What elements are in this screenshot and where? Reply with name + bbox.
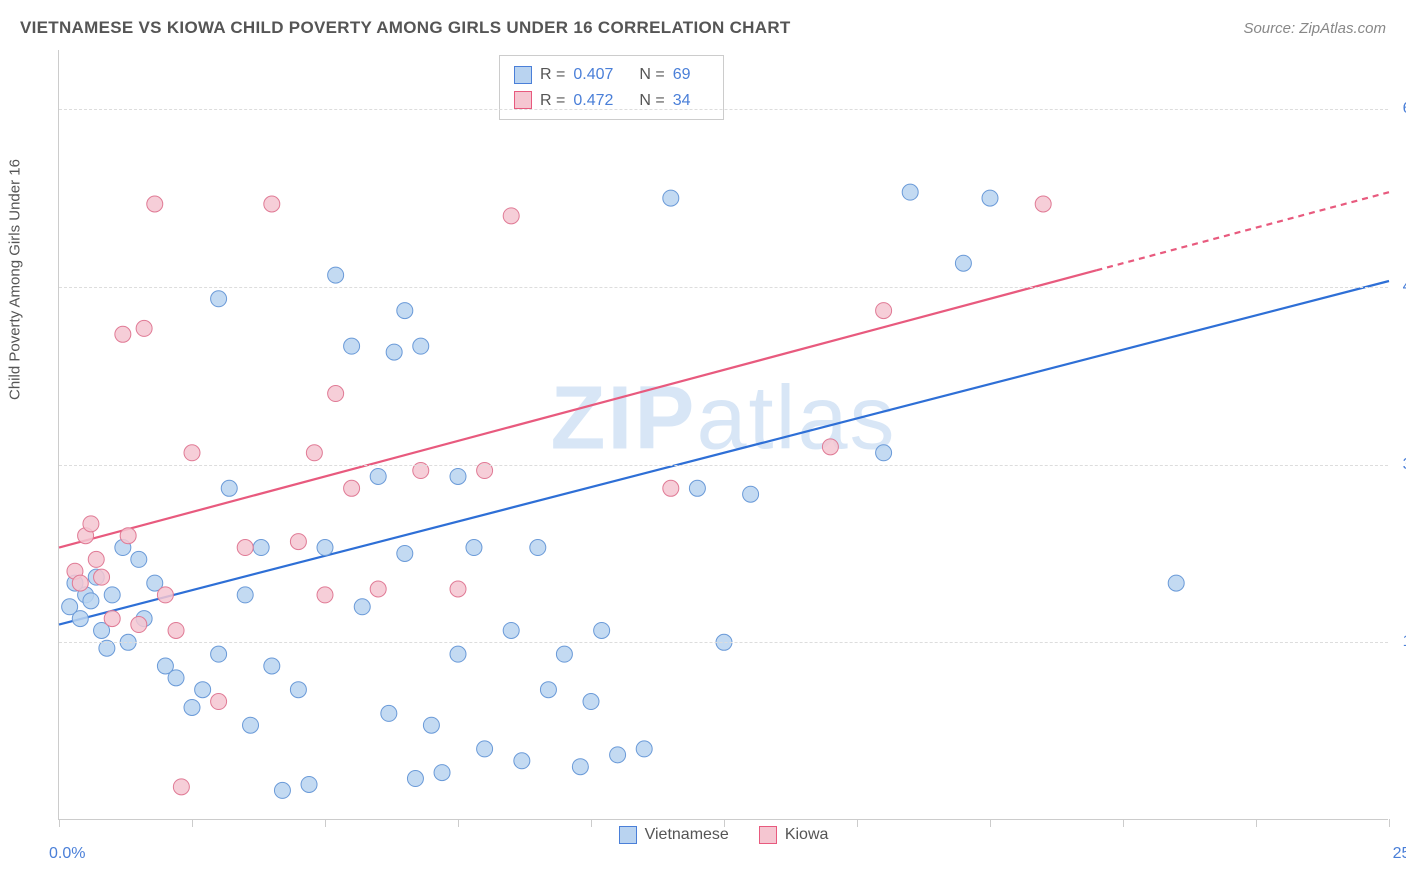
gridline xyxy=(59,642,1388,643)
x-tick xyxy=(724,819,725,827)
x-tick xyxy=(1123,819,1124,827)
x-tick xyxy=(458,819,459,827)
plot-area: ZIPatlas R = 0.407 N = 69 R = 0.472 N = … xyxy=(58,50,1388,820)
legend-row-vietnamese: R = 0.407 N = 69 xyxy=(514,62,709,88)
gridline xyxy=(59,109,1388,110)
y-tick-label: 30.0% xyxy=(1403,456,1406,474)
x-tick xyxy=(325,819,326,827)
y-tick-label: 15.0% xyxy=(1403,633,1406,651)
legend-stats: R = 0.407 N = 69 R = 0.472 N = 34 xyxy=(499,55,724,120)
x-tick xyxy=(990,819,991,827)
legend-series: Vietnamese Kiowa xyxy=(59,826,1388,844)
gridline xyxy=(59,287,1388,288)
chart-svg xyxy=(59,50,1388,819)
x-tick xyxy=(1389,819,1390,827)
y-tick-label: 45.0% xyxy=(1403,278,1406,296)
swatch-icon xyxy=(619,826,637,844)
x-tick xyxy=(1256,819,1257,827)
y-axis-label: Child Poverty Among Girls Under 16 xyxy=(7,159,24,400)
x-tick xyxy=(591,819,592,827)
source-label: Source: ZipAtlas.com xyxy=(1243,20,1386,37)
swatch-icon xyxy=(514,91,532,109)
swatch-icon xyxy=(759,826,777,844)
legend-item-vietnamese: Vietnamese xyxy=(619,826,729,844)
x-tick xyxy=(857,819,858,827)
chart-title: VIETNAMESE VS KIOWA CHILD POVERTY AMONG … xyxy=(20,18,791,38)
swatch-icon xyxy=(514,66,532,84)
x-tick xyxy=(59,819,60,827)
chart-header: VIETNAMESE VS KIOWA CHILD POVERTY AMONG … xyxy=(20,18,1386,38)
x-tick xyxy=(192,819,193,827)
gridline xyxy=(59,465,1388,466)
x-tick-min: 0.0% xyxy=(49,845,85,863)
legend-item-kiowa: Kiowa xyxy=(759,826,829,844)
y-tick-label: 60.0% xyxy=(1403,100,1406,118)
x-tick-max: 25.0% xyxy=(1393,845,1406,863)
